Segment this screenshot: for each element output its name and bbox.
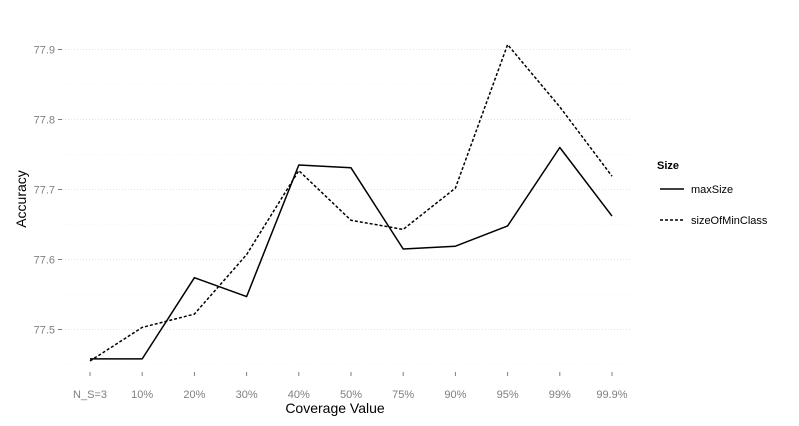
legend-title: Size <box>657 160 679 172</box>
legend-label-sizeofminclass: sizeOfMinClass <box>691 215 768 227</box>
x-tick-label: N_S=3 <box>73 389 107 401</box>
y-axis-ticks: 77.5 77.6 77.7 77.8 77.9 <box>34 45 62 337</box>
x-tick-label: 40% <box>288 389 310 401</box>
series-line-sizeofminclass <box>89 43 613 362</box>
legend: Size maxSize sizeOfMinClass <box>657 160 768 227</box>
x-tick-label: 90% <box>444 389 466 401</box>
grid <box>62 49 632 365</box>
x-axis-title: Coverage Value <box>285 400 385 416</box>
x-tick-label: 95% <box>497 389 519 401</box>
y-tick-label: 77.7 <box>34 185 55 197</box>
x-tick-label: 75% <box>392 389 414 401</box>
x-tick-label: 50% <box>340 389 362 401</box>
y-tick-label: 77.5 <box>34 325 55 337</box>
y-tick-label: 77.8 <box>34 115 55 127</box>
x-tick-label: 10% <box>131 389 153 401</box>
y-tick-label: 77.9 <box>34 45 55 57</box>
y-axis-title: Accuracy <box>13 170 29 228</box>
series-line-maxsize <box>90 146 613 360</box>
x-tick-label: 30% <box>236 389 258 401</box>
y-tick-label: 77.6 <box>34 255 55 267</box>
series-lines <box>89 43 613 362</box>
x-axis-ticks: N_S=3 10% 20% 30% 40% 50% 75% 90% 95% 99% 99.9% <box>73 372 628 401</box>
x-tick-label: 99% <box>549 389 571 401</box>
legend-label-maxsize: maxSize <box>691 184 733 196</box>
x-tick-label: 20% <box>183 389 205 401</box>
x-tick-label: 99.9% <box>596 389 627 401</box>
